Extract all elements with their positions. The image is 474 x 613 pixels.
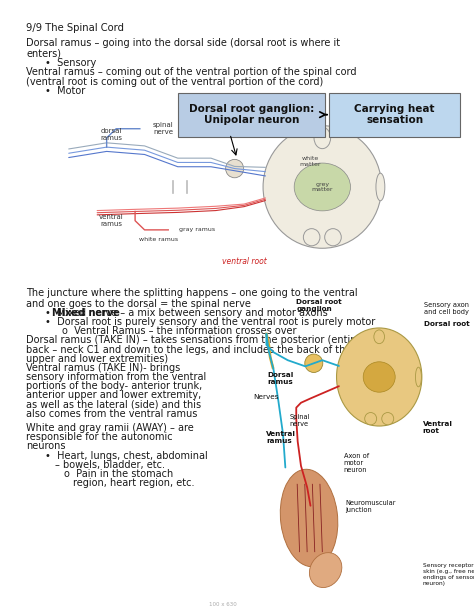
Text: as well as the lateral (side) and this: as well as the lateral (side) and this bbox=[26, 400, 201, 409]
Text: Sensory receptors in
skin (e.g., free nerve
endings of sensory
neuron): Sensory receptors in skin (e.g., free ne… bbox=[423, 563, 474, 586]
Text: upper and lower extremities): upper and lower extremities) bbox=[26, 354, 168, 364]
Ellipse shape bbox=[280, 470, 338, 566]
Ellipse shape bbox=[305, 354, 323, 373]
Text: o  Ventral Ramus – the information crosses over: o Ventral Ramus – the information crosse… bbox=[62, 326, 296, 336]
Text: region, heart region, etc.: region, heart region, etc. bbox=[73, 478, 195, 488]
Text: Ventral ramus – coming out of the ventral portion of the spinal cord: Ventral ramus – coming out of the ventra… bbox=[26, 67, 356, 77]
Text: ventral root: ventral root bbox=[222, 257, 266, 267]
Text: White and gray ramii (AWAY) – are: White and gray ramii (AWAY) – are bbox=[26, 423, 194, 433]
Text: responsible for the autonomic: responsible for the autonomic bbox=[26, 432, 173, 442]
Text: neurons: neurons bbox=[26, 441, 65, 451]
Text: Dorsal ramus (TAKE IN) – takes sensations from the posterior (entire: Dorsal ramus (TAKE IN) – takes sensation… bbox=[26, 335, 360, 345]
Text: ventral
ramus: ventral ramus bbox=[99, 214, 124, 227]
Text: gray ramus: gray ramus bbox=[179, 227, 215, 232]
Text: Spinal
nerve: Spinal nerve bbox=[289, 414, 310, 427]
Text: Neuromuscular
junction: Neuromuscular junction bbox=[345, 500, 396, 512]
Ellipse shape bbox=[376, 173, 385, 201]
Ellipse shape bbox=[226, 159, 244, 178]
Text: grey
matter: grey matter bbox=[311, 181, 333, 192]
Text: •  Dorsal root is purely sensory and the ventral root is purely motor: • Dorsal root is purely sensory and the … bbox=[45, 317, 375, 327]
Ellipse shape bbox=[337, 328, 422, 426]
Text: •  Motor: • Motor bbox=[45, 86, 85, 96]
Text: Mixed nerve: Mixed nerve bbox=[52, 308, 120, 318]
Ellipse shape bbox=[294, 163, 350, 211]
Text: Ventral
root: Ventral root bbox=[423, 421, 453, 434]
Text: Ventral
ramus: Ventral ramus bbox=[266, 431, 296, 444]
Text: Nerves: Nerves bbox=[254, 394, 279, 400]
Ellipse shape bbox=[263, 126, 382, 248]
Text: back – neck C1 and down to the legs, and includes the back of the: back – neck C1 and down to the legs, and… bbox=[26, 345, 351, 354]
Text: Dorsal ramus – going into the dorsal side (dorsal root is where it: Dorsal ramus – going into the dorsal sid… bbox=[26, 38, 340, 48]
Text: sensory information from the ventral: sensory information from the ventral bbox=[26, 372, 206, 382]
Ellipse shape bbox=[314, 127, 331, 149]
Text: Dorsal
ramus: Dorsal ramus bbox=[268, 372, 294, 385]
Text: Sensory axon
and cell body: Sensory axon and cell body bbox=[424, 302, 469, 315]
Text: Ventral ramus (TAKE IN)- brings: Ventral ramus (TAKE IN)- brings bbox=[26, 363, 180, 373]
Ellipse shape bbox=[382, 413, 394, 425]
Text: Dorsal root ganglion:
Unipolar neuron: Dorsal root ganglion: Unipolar neuron bbox=[189, 104, 314, 126]
Text: o  Pain in the stomach: o Pain in the stomach bbox=[64, 469, 173, 479]
Text: Axon of
motor
neuron: Axon of motor neuron bbox=[344, 453, 369, 473]
Ellipse shape bbox=[415, 367, 421, 387]
Text: enters): enters) bbox=[26, 48, 61, 58]
Ellipse shape bbox=[303, 229, 320, 246]
Text: and one goes to the dorsal = the spinal nerve: and one goes to the dorsal = the spinal … bbox=[26, 299, 251, 308]
Text: – bowels, bladder, etc.: – bowels, bladder, etc. bbox=[55, 460, 164, 470]
Text: •  Sensory: • Sensory bbox=[45, 58, 96, 67]
Text: white
matter: white matter bbox=[300, 156, 321, 167]
Text: •  Mixed nerve – a mix between sensory and motor axons: • Mixed nerve – a mix between sensory an… bbox=[45, 308, 328, 318]
Text: dorsal
ramus: dorsal ramus bbox=[100, 128, 122, 142]
Ellipse shape bbox=[325, 229, 341, 246]
Text: Carrying heat
sensation: Carrying heat sensation bbox=[355, 104, 435, 126]
Text: •  Heart, lungs, chest, abdominal: • Heart, lungs, chest, abdominal bbox=[45, 451, 208, 460]
Text: portions of the body- anterior trunk,: portions of the body- anterior trunk, bbox=[26, 381, 202, 391]
Text: 9/9 The Spinal Cord: 9/9 The Spinal Cord bbox=[26, 23, 124, 33]
FancyBboxPatch shape bbox=[329, 93, 460, 137]
Text: The juncture where the splitting happens – one going to the ventral: The juncture where the splitting happens… bbox=[26, 288, 358, 298]
Text: (ventral root is coming out of the ventral portion of the cord): (ventral root is coming out of the ventr… bbox=[26, 77, 323, 87]
Text: 100 x 630: 100 x 630 bbox=[209, 602, 237, 607]
Ellipse shape bbox=[310, 553, 342, 587]
Ellipse shape bbox=[363, 362, 395, 392]
Ellipse shape bbox=[374, 330, 384, 344]
Text: anterior upper and lower extremity,: anterior upper and lower extremity, bbox=[26, 390, 201, 400]
Text: spinal
nerve: spinal nerve bbox=[153, 122, 174, 135]
Text: white ramus: white ramus bbox=[139, 237, 178, 242]
FancyBboxPatch shape bbox=[178, 93, 325, 137]
Ellipse shape bbox=[365, 413, 377, 425]
Text: also comes from the ventral ramus: also comes from the ventral ramus bbox=[26, 409, 198, 419]
Text: Dorsal root: Dorsal root bbox=[424, 321, 470, 327]
Text: Dorsal root
ganglion: Dorsal root ganglion bbox=[296, 299, 342, 311]
